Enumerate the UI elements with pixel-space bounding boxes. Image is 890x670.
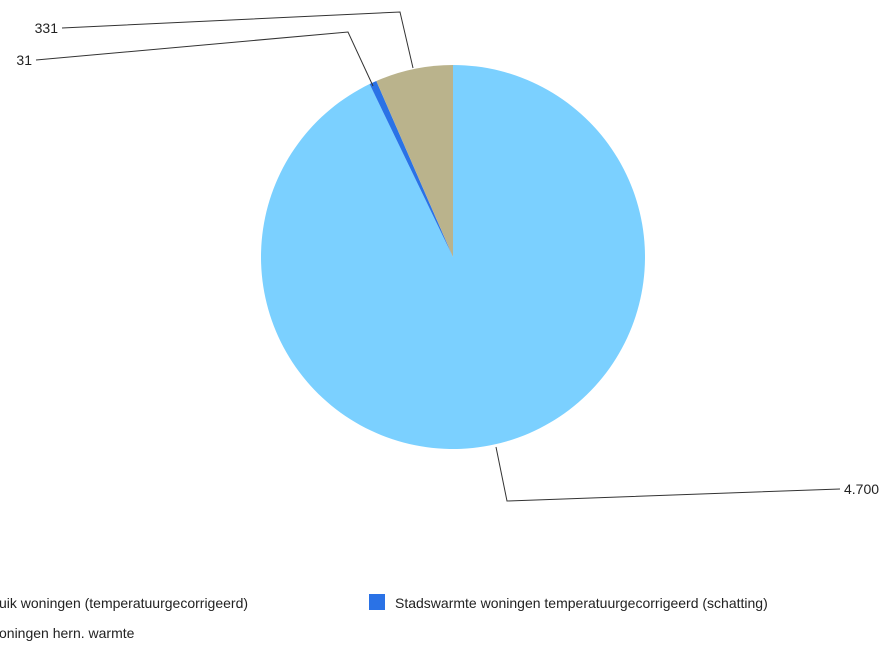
legend-item-2-label: Stadswarmte woningen temperatuurgecorrig… — [395, 595, 768, 611]
leader-line-31 — [35, 31, 374, 87]
pie-slices — [261, 65, 646, 449]
legend: uik woningen (temperatuurgecorrigeerd) S… — [0, 594, 768, 641]
data-label-4700: 4.700 — [844, 481, 879, 497]
legend-item-2-swatch — [369, 594, 385, 610]
leader-line-331 — [61, 11, 414, 69]
data-label-31: 31 — [16, 52, 32, 68]
leader-line-4700 — [495, 446, 841, 502]
pie-slice-1 — [261, 65, 646, 449]
legend-item-3-label: oningen hern. warmte — [0, 625, 135, 641]
pie-slice-3 — [376, 65, 453, 257]
pie-slice-2 — [369, 80, 453, 257]
data-label-331: 331 — [35, 20, 59, 36]
legend-item-1-label: uik woningen (temperatuurgecorrigeerd) — [0, 595, 248, 611]
